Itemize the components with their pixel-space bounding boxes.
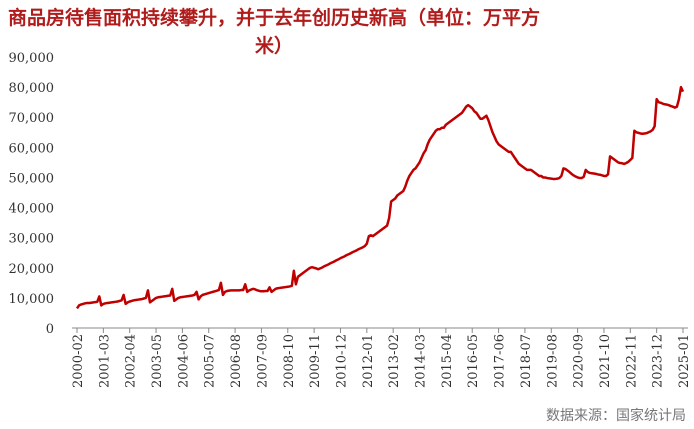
x-tick-label: 2014-03 [414,334,429,388]
source-note: 数据来源：国家统计局 [546,408,686,424]
x-tick-label: 2023-12 [651,334,666,388]
x-tick-label: 2007-09 [255,334,270,388]
y-tick-label: 30,000 [9,232,55,247]
x-tick-label: 2012-01 [361,334,376,388]
x-tick-label: 2013-02 [387,334,402,388]
x-tick-label: 2018-07 [519,334,534,388]
x-tick-label: 2009-11 [308,334,323,388]
x-tick-label: 2025-01 [677,334,692,388]
x-tick-label: 2020-09 [572,334,587,388]
y-tick-label: 10,000 [9,292,55,307]
x-tick-label: 2008-10 [282,334,297,388]
y-tick-label: 80,000 [9,81,55,96]
x-tick-label: 2005-07 [203,334,218,388]
y-tick-label: 50,000 [9,171,55,186]
x-tick-label: 2001-03 [97,334,112,388]
x-tick-label: 2022-11 [624,334,639,388]
x-tick-label: 2003-05 [150,334,165,388]
y-tick-label: 0 [46,322,54,337]
x-tick-label: 2015-04 [440,334,455,388]
data-line [75,85,685,310]
x-tick-label: 2019-08 [545,334,560,388]
x-tick-label: 2010-12 [334,334,349,388]
x-tick-label: 2002-04 [124,334,139,388]
x-tick-label: 2006-08 [229,334,244,388]
x-tick-label: 2004-06 [176,334,191,388]
y-tick-label: 90,000 [9,51,55,66]
x-tick-label: 2021-10 [598,334,613,388]
y-tick-label: 40,000 [9,202,55,217]
y-tick-label: 20,000 [9,262,55,277]
y-tick-label: 60,000 [9,141,55,156]
y-tick-label: 70,000 [9,111,55,126]
x-tick-label: 2017-06 [493,334,508,388]
x-tick-label: 2000-02 [71,334,86,388]
chart-title: 商品房待售面积持续攀升，并于去年创历史新高（单位：万平方米） [7,7,540,57]
x-tick-label: 2016-05 [466,334,481,388]
